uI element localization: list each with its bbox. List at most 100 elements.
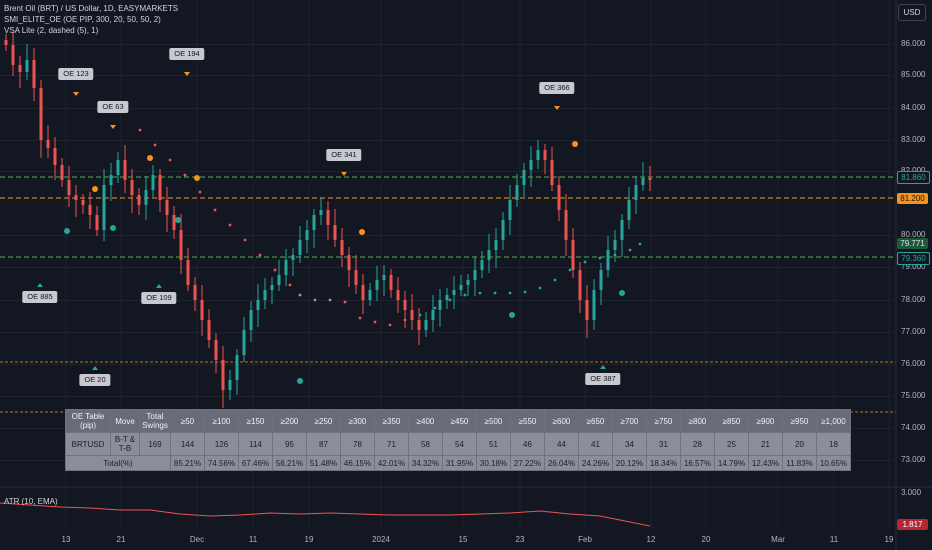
oe-table-count: 78 xyxy=(340,432,375,456)
oe-table-percent: 18.34% xyxy=(646,455,681,471)
trail-dot xyxy=(273,268,277,272)
atr-indicator-label[interactable]: ATR (10, EMA) xyxy=(4,497,58,506)
candle-body xyxy=(599,270,603,290)
candle-body xyxy=(445,295,449,300)
oe-table-count: 20 xyxy=(782,432,817,456)
swing-dot xyxy=(175,217,181,223)
candle-body xyxy=(508,200,512,220)
oe-table-header: OE Table (pip) xyxy=(65,409,111,433)
trail-dot xyxy=(448,298,452,302)
swing-dot xyxy=(64,228,70,234)
up-arrow-icon xyxy=(156,284,162,288)
price-axis-label: 75.000 xyxy=(901,391,926,400)
candle-body xyxy=(207,320,211,340)
price-tag-79360: 79.360 xyxy=(897,252,930,265)
oe-table-symbol: BRTUSD xyxy=(65,432,111,456)
oe-table-percent: 12.43% xyxy=(748,455,783,471)
time-axis-label: 13 xyxy=(61,535,71,544)
candle-body xyxy=(116,160,120,175)
trail-dot xyxy=(328,298,332,302)
candle-body xyxy=(368,290,372,300)
candle-body xyxy=(214,340,218,360)
price-axis-label: 80.000 xyxy=(901,230,926,239)
trail-dot xyxy=(463,293,467,297)
oe-table-header: ≥50 xyxy=(170,409,205,433)
candle-body xyxy=(410,310,414,320)
trail-dot xyxy=(228,223,232,227)
candle-body xyxy=(46,140,50,148)
oe-table-header: ≥600 xyxy=(544,409,579,433)
price-axis-label: 84.000 xyxy=(901,103,926,112)
oe-label-366: OE 366 xyxy=(539,82,575,94)
candle-body xyxy=(18,65,22,72)
up-arrow-icon xyxy=(600,365,606,369)
price-axis-label: 74.000 xyxy=(901,423,926,432)
oe-table-count: 31 xyxy=(646,432,681,456)
candle-body xyxy=(67,180,71,195)
candle-body xyxy=(522,170,526,185)
candle-body xyxy=(25,60,29,72)
oe-table-percent: 34.32% xyxy=(408,455,443,471)
oe-label-885: OE 885 xyxy=(22,291,58,303)
time-axis-label: 12 xyxy=(646,535,656,544)
price-axis-label: 79.000 xyxy=(901,262,926,271)
candle-body xyxy=(578,270,582,300)
down-arrow-icon xyxy=(341,172,347,176)
trail-dot xyxy=(508,291,512,295)
oe-label-387: OE 387 xyxy=(585,373,621,385)
symbol-title[interactable]: Brent Oil (BRT) / US Dollar, 1D, EASYMAR… xyxy=(4,4,179,13)
price-tag-81860: 81.860 xyxy=(897,171,930,184)
trail-dot xyxy=(638,242,642,246)
candle-body xyxy=(536,150,540,160)
trail-dot xyxy=(298,293,302,297)
candle-body xyxy=(438,300,442,310)
oe-table-count: 46 xyxy=(510,432,545,456)
oe-table-header: ≥700 xyxy=(612,409,647,433)
oe-table-percent: 46.15% xyxy=(340,455,375,471)
candle-body xyxy=(284,260,288,275)
oe-table-count: 144 xyxy=(170,432,205,456)
indicator-smi-elite[interactable]: SMI_ELITE_OE (OE PIP, 300, 20, 50, 50, 2… xyxy=(4,15,161,24)
candle-body xyxy=(165,200,169,215)
swing-dot xyxy=(92,186,98,192)
oe-table-counts-row: BRTUSD B-T & T-B 169 144 126 114 95 87 78 71 58… xyxy=(65,432,851,456)
candle-body xyxy=(620,220,624,240)
candle-body xyxy=(375,280,379,290)
oe-label-20: OE 20 xyxy=(79,374,111,386)
indicator-vsa-lite[interactable]: VSA Lite (2, dashed (5), 1) xyxy=(4,26,99,35)
trail-dot xyxy=(138,128,142,132)
oe-table-count: 18 xyxy=(816,432,851,456)
candle-body xyxy=(592,290,596,320)
price-axis-label: 78.000 xyxy=(901,295,926,304)
candle-body xyxy=(305,230,309,240)
candle-body xyxy=(179,230,183,260)
candle-body xyxy=(543,150,547,160)
oe-table-percent: 14.79% xyxy=(714,455,749,471)
candle-body xyxy=(172,215,176,230)
time-axis-label: 15 xyxy=(458,535,468,544)
candle-body xyxy=(487,250,491,260)
oe-label-63: OE 63 xyxy=(97,101,129,113)
candle-body xyxy=(130,180,134,195)
candle-body xyxy=(270,285,274,290)
trail-dot xyxy=(523,290,527,294)
candle-body xyxy=(431,310,435,320)
candle-body xyxy=(81,200,85,205)
price-axis-label: 85.000 xyxy=(901,70,926,79)
candle-body xyxy=(123,160,127,180)
trail-dot xyxy=(388,323,392,327)
candle-body xyxy=(39,88,43,140)
candle-body xyxy=(648,178,652,180)
oe-table-header: ≥550 xyxy=(510,409,545,433)
time-axis-label: 20 xyxy=(701,535,711,544)
currency-button[interactable]: USD xyxy=(898,4,926,21)
trail-dot xyxy=(168,158,172,162)
oe-table-count: 41 xyxy=(578,432,613,456)
oe-table: OE Table (pip) Move Total Swings ≥50 ≥100 ≥15… xyxy=(65,409,851,471)
price-axis-label: 82.000 xyxy=(901,166,925,175)
candle-body xyxy=(424,320,428,330)
price-axis-label: 77.000 xyxy=(901,327,926,336)
oe-table-percent: 16.57% xyxy=(680,455,715,471)
trail-dot xyxy=(493,291,497,295)
candle-body xyxy=(228,380,232,390)
